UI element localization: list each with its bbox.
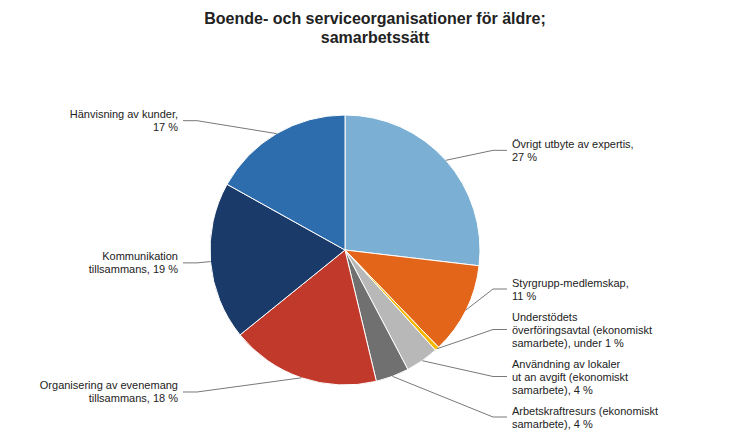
slice-label: Hänvisning av kunder,17 % — [70, 108, 178, 133]
leader-line — [183, 121, 277, 134]
slice-label: Arbetskraftresurs (ekonomisktsamarbete),… — [512, 405, 658, 430]
slice-label: Övrigt utbyte av expertis,27 % — [512, 138, 634, 163]
slice-label: Organisering av evenemangtillsammans, 18… — [40, 379, 178, 404]
slice-label: Styrgrupp-medlemskap,11 % — [512, 277, 629, 302]
slice-label: Användning av lokalerut an avgift (ekono… — [512, 358, 628, 396]
leader-line — [183, 262, 210, 263]
labels: Övrigt utbyte av expertis,27 % Styrgrupp-… — [40, 108, 658, 429]
slice-label: Kommunikationtillsammans, 19 % — [89, 250, 178, 275]
leader-line — [437, 330, 507, 349]
slice-label: Understödetsöverföringsavtal (ekonomiskt… — [512, 311, 652, 349]
leader-line — [446, 150, 507, 160]
leader-line — [466, 289, 507, 310]
pie-slice — [227, 115, 345, 250]
leader-line — [422, 361, 507, 377]
pie — [210, 115, 480, 385]
leader-line — [183, 378, 301, 392]
leader-line — [392, 376, 507, 417]
pie-slice — [345, 115, 480, 266]
chart-container: Boende- och serviceorganisationer för äl… — [0, 0, 750, 436]
title: Boende- och serviceorganisationer för äl… — [204, 10, 545, 46]
chart: Boende- och serviceorganisationer för äl… — [0, 0, 750, 436]
